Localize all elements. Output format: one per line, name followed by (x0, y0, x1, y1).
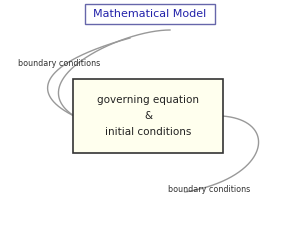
Text: boundary conditions: boundary conditions (168, 185, 250, 194)
Text: Mathematical Model: Mathematical Model (93, 9, 207, 19)
FancyBboxPatch shape (85, 4, 215, 24)
FancyBboxPatch shape (73, 79, 223, 153)
Text: governing equation
&
initial conditions: governing equation & initial conditions (97, 95, 199, 137)
Text: boundary conditions: boundary conditions (18, 59, 100, 68)
